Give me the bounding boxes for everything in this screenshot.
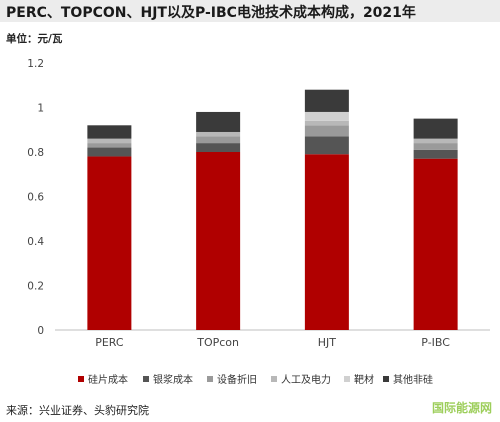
title-bar [0,0,500,22]
legend-label: 其他非硅 [393,373,433,386]
bar-segment [196,143,241,152]
legend-swatch [143,376,149,382]
legend-swatch [78,376,84,382]
chart-title: PERC、TOPCON、HJT以及P-IBC电池技术成本构成，2021年 [6,5,416,21]
bar-segment [413,158,458,330]
y-tick-label: 0.6 [27,192,44,204]
legend-label: 人工及电力 [281,373,331,386]
legend-label: 设备折旧 [217,373,257,386]
bar-segment [196,152,241,330]
x-tick-label: HJT [318,336,337,349]
bar-segment [87,138,132,144]
legend-label: 靶材 [354,373,374,386]
bar-segment [413,138,458,144]
x-tick-label: P-IBC [421,336,450,349]
legend-label: 银浆成本 [153,373,193,386]
x-tick-label: TOPcon [196,336,239,349]
bar-segment [87,156,132,330]
y-tick-label: 1 [37,103,44,115]
legend-swatch [344,376,350,382]
y-tick-label: 0.8 [27,147,44,159]
bar-segment [87,147,132,157]
bar-segment [196,136,241,144]
x-tick-label: PERC [95,336,124,349]
bar-segment [196,131,241,137]
bar-segment [87,143,132,148]
bar-segment [87,125,132,139]
legend-swatch [207,376,213,382]
bar-segment [304,89,349,112]
bar-segment [196,111,241,132]
bar-segment [304,120,349,126]
bar-segment [304,125,349,137]
source-note: 来源：兴业证券、头豹研究院 [6,404,149,417]
y-tick-label: 1.2 [27,58,44,70]
bar-segment [304,154,349,330]
unit-label: 单位：元/瓦 [6,33,63,45]
y-tick-label: 0 [37,325,44,337]
watermark-logo: 国际能源网 [431,401,492,415]
bar-segment [413,143,458,150]
bar-segment [413,149,458,159]
legend-swatch [271,376,277,382]
y-tick-label: 0.2 [27,281,44,293]
bar-segment [304,136,349,155]
stacked-bar-chart: 0 0.2 0.4 0.6 0.8 1 1.2 PERC TOPcon HJT P-IBC 硅片成本 银… [27,58,490,386]
y-tick-label: 0.4 [27,236,44,248]
legend-swatch [383,376,389,382]
legend-label: 硅片成本 [88,373,128,386]
bar-segment [413,118,458,139]
bar-segment [304,111,349,121]
